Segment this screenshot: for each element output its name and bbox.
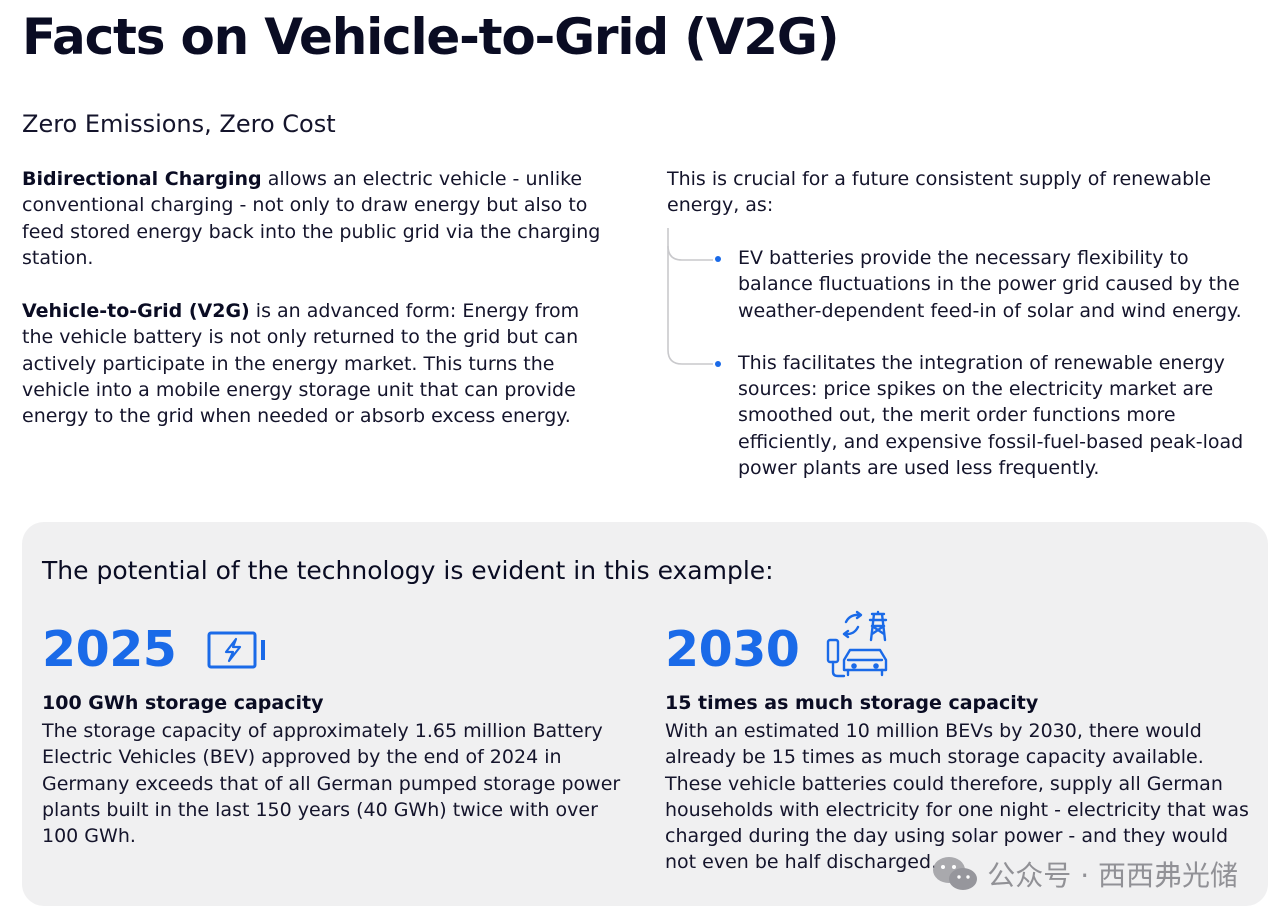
- wechat-icon: [933, 857, 978, 890]
- page-title: Facts on Vehicle-to-Grid (V2G): [22, 8, 840, 66]
- year-2030: 2030: [665, 621, 800, 678]
- intro-paragraph-bidirectional: Bidirectional Charging allows an electri…: [22, 166, 602, 271]
- bullet-dot-icon: [715, 360, 721, 367]
- stat-headline-2030: 15 times as much storage capacity: [665, 692, 1039, 714]
- intro-term-v2g: Vehicle-to-Grid (V2G): [22, 300, 250, 322]
- intro-text-v2g: is an advanced form: Energy from the veh…: [22, 300, 580, 428]
- stat-body-2030: With an estimated 10 million BEVs by 203…: [665, 720, 1249, 874]
- ev-grid-exchange-icon: [826, 610, 888, 678]
- page-subtitle: Zero Emissions, Zero Cost: [22, 110, 336, 138]
- list-item-text: EV batteries provide the necessary flexi…: [738, 247, 1242, 322]
- stat-body-2025: The storage capacity of approximately 1.…: [42, 720, 621, 848]
- battery-charging-icon: [207, 631, 265, 669]
- list-item: EV batteries provide the necessary flexi…: [715, 245, 1268, 324]
- intro-term-bidirectional: Bidirectional Charging: [22, 168, 262, 190]
- wechat-watermark: 公众号 · 西西弗光储: [931, 854, 1238, 894]
- list-item: This facilitates the integration of rene…: [715, 350, 1268, 481]
- bullet-dot-icon: [715, 256, 721, 262]
- watermark-text: 公众号 · 西西弗光储: [987, 859, 1238, 892]
- list-item-text: This facilitates the integration of rene…: [738, 351, 1244, 480]
- renewable-benefits-list: EV batteries provide the necessary flexi…: [715, 245, 1268, 481]
- year-2025: 2025: [42, 621, 177, 678]
- example-heading: The potential of the technology is evide…: [42, 556, 774, 585]
- renewable-lead-text: This is crucial for a future consistent …: [667, 168, 1212, 217]
- bullet-connector-lines: [667, 228, 713, 365]
- stat-headline-2025: 100 GWh storage capacity: [42, 692, 324, 714]
- intro-text-bidirectional: allows an electric vehicle - unlike conv…: [22, 168, 601, 269]
- intro-paragraph-v2g: Vehicle-to-Grid (V2G) is an advanced for…: [22, 298, 602, 429]
- example-card: The potential of the technology is evide…: [22, 522, 1268, 906]
